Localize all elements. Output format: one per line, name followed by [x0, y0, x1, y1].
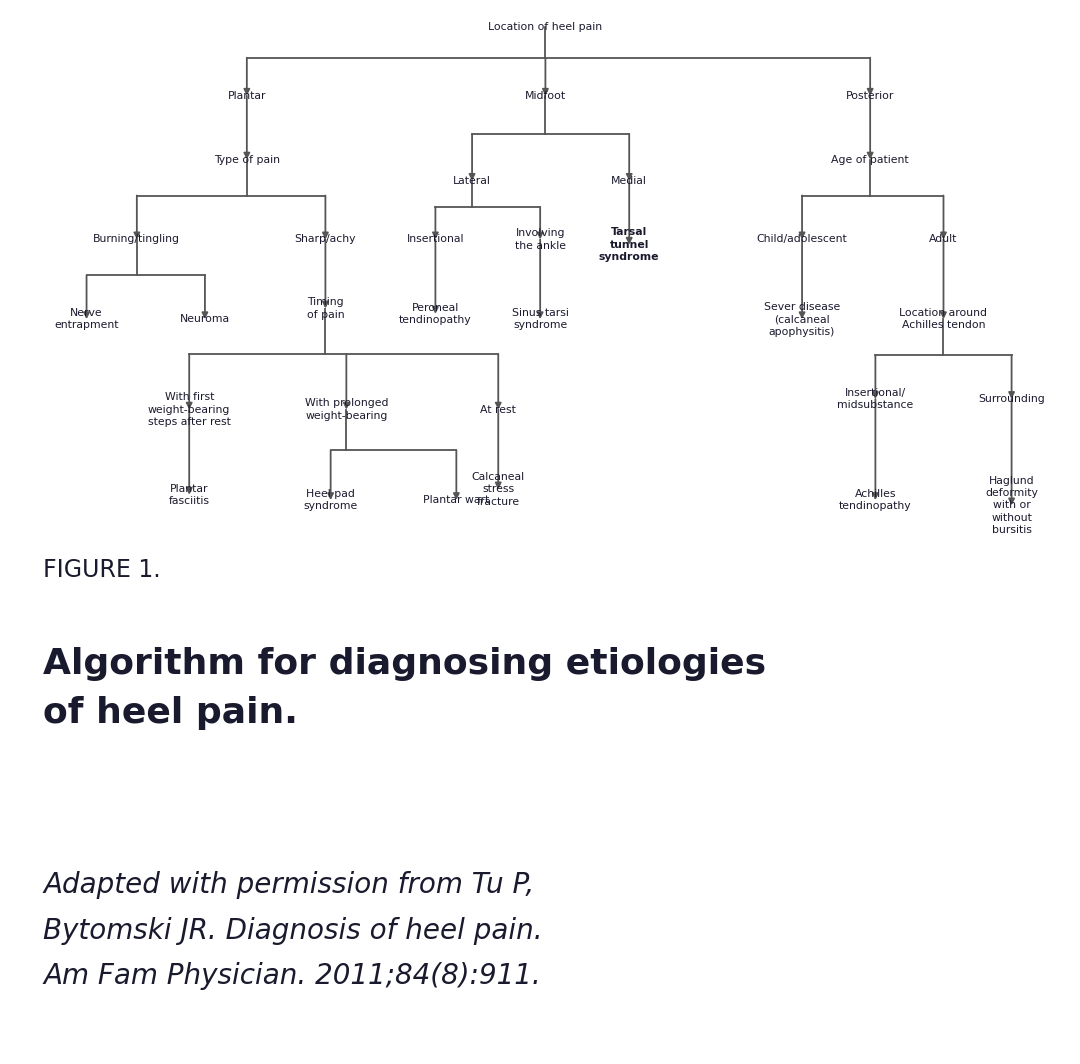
Text: Nerve
entrapment: Nerve entrapment	[54, 307, 119, 331]
Text: At rest: At rest	[481, 404, 516, 415]
Text: Location around
Achilles tendon: Location around Achilles tendon	[900, 307, 987, 331]
Text: Sinus tarsi
syndrome: Sinus tarsi syndrome	[512, 307, 568, 331]
Text: Insertional: Insertional	[407, 234, 464, 245]
Text: Achilles
tendinopathy: Achilles tendinopathy	[839, 488, 912, 512]
Text: Location of heel pain: Location of heel pain	[488, 21, 603, 32]
Text: Lateral: Lateral	[454, 176, 491, 186]
Text: Peroneal
tendinopathy: Peroneal tendinopathy	[400, 302, 472, 326]
Text: Adapted with permission from Tu P,
Bytomski JR. Diagnosis of heel pain.
Am Fam P: Adapted with permission from Tu P, Bytom…	[43, 871, 543, 991]
Text: Sharp/achy: Sharp/achy	[295, 234, 356, 245]
Text: Medial: Medial	[611, 176, 647, 186]
Text: Haglund
deformity
with or
without
bursitis: Haglund deformity with or without bursit…	[985, 476, 1038, 535]
Text: Calcaneal
stress
fracture: Calcaneal stress fracture	[472, 472, 525, 506]
Text: Type of pain: Type of pain	[214, 154, 280, 165]
Text: Midfoot: Midfoot	[525, 90, 566, 101]
Text: Burning/tingling: Burning/tingling	[93, 234, 180, 245]
Text: Involving
the ankle: Involving the ankle	[515, 228, 566, 251]
Text: Child/adolescent: Child/adolescent	[757, 234, 848, 245]
Text: Plantar wart: Plantar wart	[423, 495, 489, 505]
Text: Posterior: Posterior	[846, 90, 894, 101]
Text: With prolonged
weight-bearing: With prolonged weight-bearing	[305, 398, 388, 421]
Text: Adult: Adult	[929, 234, 958, 245]
Text: Heel pad
syndrome: Heel pad syndrome	[303, 488, 357, 512]
Text: Timing
of pain: Timing of pain	[307, 297, 345, 320]
Text: Tarsal
tunnel
syndrome: Tarsal tunnel syndrome	[599, 228, 660, 262]
Text: With first
weight-bearing
steps after rest: With first weight-bearing steps after re…	[148, 393, 231, 427]
Text: Insertional/
midsubstance: Insertional/ midsubstance	[837, 387, 914, 411]
Text: Neuroma: Neuroma	[180, 314, 230, 325]
Text: FIGURE 1.: FIGURE 1.	[43, 559, 161, 582]
Text: Age of patient: Age of patient	[832, 154, 909, 165]
Text: Plantar
fasciitis: Plantar fasciitis	[168, 483, 210, 506]
Text: Surrounding: Surrounding	[978, 394, 1045, 404]
Text: Algorithm for diagnosing etiologies
of heel pain.: Algorithm for diagnosing etiologies of h…	[43, 647, 767, 730]
Text: Plantar: Plantar	[228, 90, 266, 101]
Text: Sever disease
(calcaneal
apophysitis): Sever disease (calcaneal apophysitis)	[764, 302, 840, 336]
